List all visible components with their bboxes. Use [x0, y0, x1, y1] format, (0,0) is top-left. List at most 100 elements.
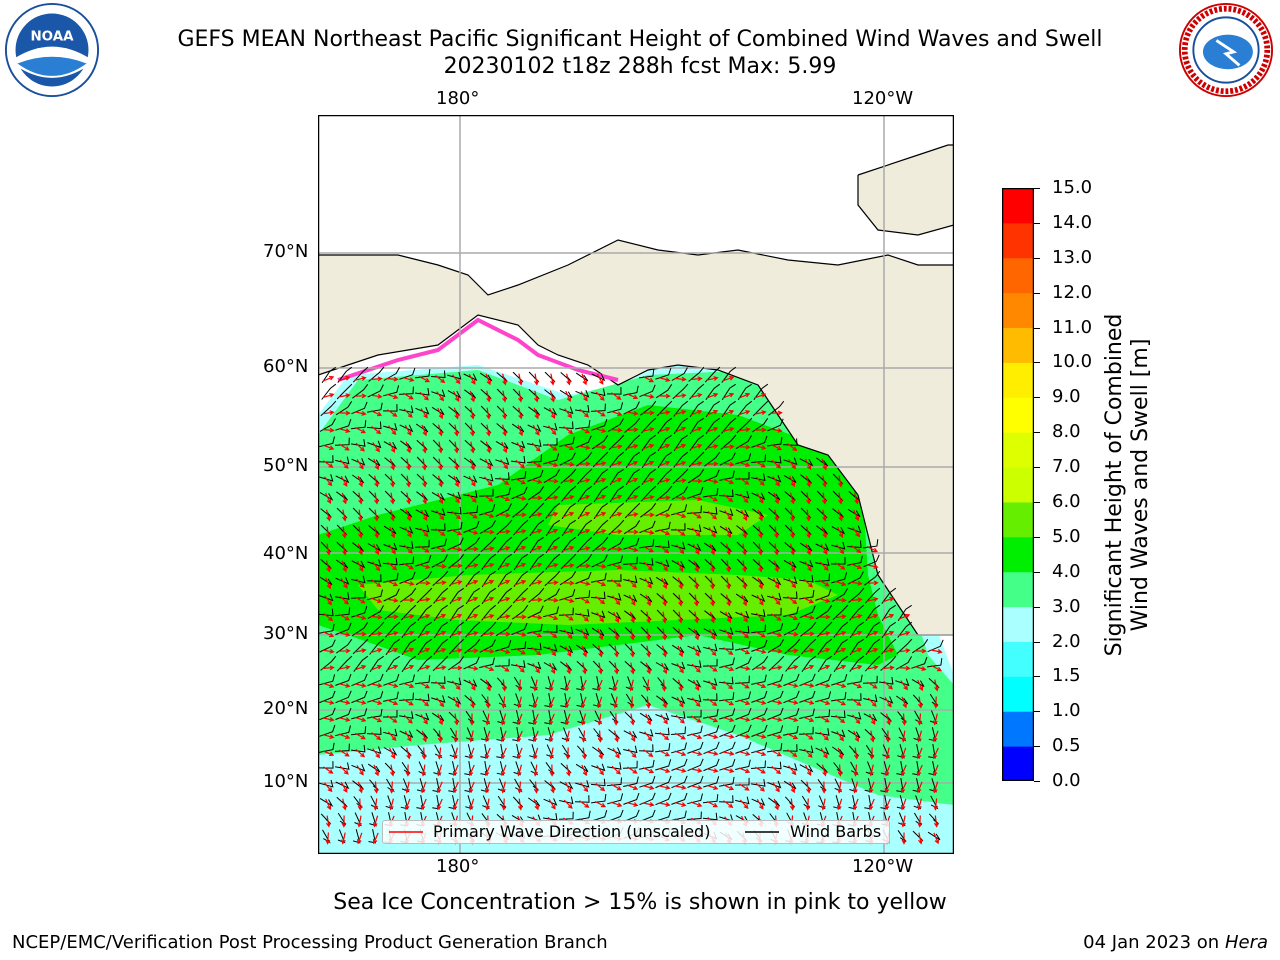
wave-direction-arrow [422, 475, 427, 488]
wind-barb [624, 502, 641, 519]
wave-direction-arrow [837, 781, 843, 794]
wave-direction-arrow [626, 562, 638, 570]
wave-direction-arrow [612, 747, 620, 759]
wave-direction-arrow [690, 511, 702, 519]
wave-direction-arrow [322, 717, 335, 722]
wind-barb [559, 406, 574, 415]
wind-barb [494, 658, 510, 667]
wave-direction-arrow [354, 614, 367, 620]
wave-direction-arrow [517, 424, 524, 437]
wind-barb [623, 594, 638, 603]
wind-barb [737, 400, 753, 417]
wave-direction-arrow [725, 594, 731, 607]
wind-barb [830, 710, 846, 719]
wind-barb [834, 778, 843, 793]
wave-direction-arrow [484, 764, 491, 777]
wave-direction-arrow [546, 528, 559, 535]
wave-direction-arrow [722, 716, 735, 722]
wave-direction-arrow [434, 597, 447, 603]
wave-direction-arrow [741, 594, 748, 607]
wave-direction-arrow [486, 407, 491, 420]
colorbar-bin [1002, 467, 1034, 503]
wind-barb [865, 604, 881, 621]
wave-direction-arrow [402, 581, 415, 586]
wind-barb [529, 519, 545, 536]
wave-direction-arrow [389, 781, 395, 794]
wave-direction-arrow [322, 682, 335, 689]
wind-barb [449, 621, 465, 638]
wave-direction-arrow [437, 747, 443, 760]
wave-direction-arrow [435, 375, 446, 384]
wind-barb [640, 502, 657, 518]
wave-direction-arrow [738, 427, 751, 433]
wind-barb [703, 678, 718, 686]
wind-barb [591, 610, 606, 619]
wind-barb [896, 638, 913, 655]
wind-barb [799, 458, 814, 467]
wave-direction-arrow [356, 765, 364, 776]
wave-direction-arrow [658, 802, 671, 807]
wind-barb [529, 779, 539, 791]
wind-barb [913, 795, 922, 810]
colorbar-tick-label: 1.5 [1052, 665, 1081, 687]
wind-barb [897, 711, 907, 723]
wind-barb [752, 576, 765, 586]
wind-barb [399, 405, 414, 414]
wind-barb [591, 435, 609, 450]
wind-barb [513, 553, 528, 571]
wind-barb [704, 610, 716, 620]
wave-direction-arrow [322, 665, 335, 671]
wind-barb [320, 508, 332, 518]
wave-direction-arrow [884, 696, 892, 708]
wind-barb [672, 383, 689, 400]
wind-barb [737, 383, 752, 401]
wave-direction-arrow [853, 509, 860, 522]
wind-barb [735, 625, 750, 634]
wind-barb [688, 366, 705, 382]
wave-direction-arrow [468, 373, 476, 385]
wind-barb [734, 777, 750, 786]
wave-direction-arrow [789, 475, 796, 488]
wave-direction-arrow [674, 768, 687, 773]
wind-barb [478, 488, 494, 497]
wind-barb [815, 558, 830, 567]
wind-barb [638, 744, 654, 752]
wind-barb [641, 468, 657, 485]
wave-direction-arrow [613, 730, 619, 743]
wind-barb [721, 383, 736, 401]
wave-direction-arrow [514, 647, 526, 655]
wave-direction-arrow [850, 647, 863, 654]
wave-direction-arrow [821, 492, 827, 505]
colorbar-tick-mark [1034, 257, 1040, 259]
wave-direction-arrow [466, 631, 479, 636]
wave-direction-arrow [581, 713, 587, 726]
wind-barb [799, 764, 814, 773]
wind-barb [497, 587, 513, 604]
wave-direction-arrow [533, 407, 540, 420]
wave-direction-arrow [580, 391, 588, 402]
wave-direction-arrow [835, 562, 846, 570]
wave-direction-arrow [626, 546, 639, 552]
wave-direction-arrow [806, 509, 811, 522]
wind-barb [913, 727, 921, 742]
wave-direction-arrow [658, 512, 671, 518]
wind-barb [399, 711, 414, 719]
wind-barb [594, 710, 603, 725]
wave-direction-arrow [578, 563, 591, 569]
wave-direction-arrow [578, 426, 591, 434]
wind-barb [481, 727, 489, 742]
wave-direction-arrow [322, 393, 335, 399]
colorbar-ticks: 0.0 0.5 1.0 1.5 2.0 3.0 4.0 5.0 6.0 7.0 8.0 9.0 10.0… [1034, 177, 1104, 791]
wind-barb [766, 761, 782, 770]
wind-barb [430, 676, 446, 684]
wave-direction-arrow [757, 577, 764, 590]
wave-direction-arrow [482, 579, 495, 586]
wave-direction-arrow [438, 458, 443, 471]
wind-barb [528, 406, 541, 416]
wave-direction-arrow [933, 798, 939, 811]
wave-direction-arrow [421, 424, 428, 437]
wave-direction-arrow [338, 613, 350, 621]
wind-barb [383, 441, 398, 450]
wind-barb [593, 693, 601, 708]
colorbar-bin [1002, 257, 1034, 294]
